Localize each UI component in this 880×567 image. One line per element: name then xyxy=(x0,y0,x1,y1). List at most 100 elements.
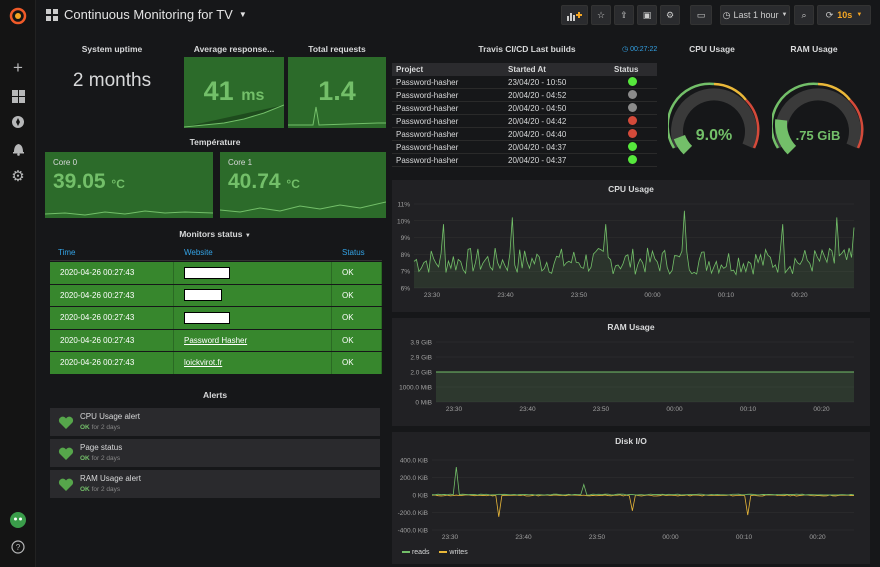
refresh-button[interactable]: ⟳ 10s ▼ xyxy=(817,5,871,25)
status-dot-icon xyxy=(628,102,637,112)
help-icon[interactable]: ? xyxy=(8,537,28,557)
refresh-interval: 10s xyxy=(837,10,853,20)
cell-website[interactable] xyxy=(174,284,332,306)
alert-state-ok: OK xyxy=(80,455,90,462)
table-row: Password-hasher 20/04/20 - 04:37 xyxy=(392,154,657,167)
table-row: Password-hasher 23/04/20 - 10:50 xyxy=(392,76,657,89)
alerting-bell-icon[interactable] xyxy=(8,139,28,159)
response-unit: ms xyxy=(241,87,265,104)
sidebar: + ⚙ ? xyxy=(0,0,36,567)
cell-time: 2020-04-26 00:27:43 xyxy=(50,307,174,329)
chevron-down-icon: ▼ xyxy=(244,233,251,239)
cell-website[interactable] xyxy=(174,307,332,329)
y-tick-label: 400.0 KiB xyxy=(400,458,428,465)
star-button[interactable]: ☆ xyxy=(591,5,611,25)
disk-chart: 400.0 KiB 200.0 KiB 0 KiB -200.0 KiB -400.0 … xyxy=(398,458,855,541)
share-button[interactable]: ⇪ xyxy=(614,5,634,25)
alert-state-ok: OK xyxy=(80,486,90,493)
add-panel-button[interactable] xyxy=(561,5,588,25)
zoom-out-button[interactable]: ⌕ xyxy=(794,5,814,25)
star-icon: ☆ xyxy=(596,9,606,20)
y-tick-label: 0 MiB xyxy=(415,400,432,407)
top-navbar: Continuous Monitoring for TV ▼ ☆ ⇪ ▣ ⚙ ▭… xyxy=(36,0,880,30)
configuration-gear-icon[interactable]: ⚙ xyxy=(11,168,25,185)
cpu-gauge-value: 9.0% xyxy=(696,127,732,144)
grafana-logo-icon[interactable] xyxy=(8,6,28,26)
redacted-box xyxy=(184,311,230,324)
redacted-box xyxy=(184,289,222,302)
cell-time: 2020-04-26 00:27:43 xyxy=(50,329,174,351)
header-time[interactable]: Time xyxy=(58,248,76,257)
panel-title: Average response... xyxy=(193,44,275,54)
heart-icon xyxy=(58,478,74,491)
cell-status xyxy=(610,76,657,88)
core0-number: 39.05 xyxy=(53,170,106,193)
x-tick-label: 23:30 xyxy=(442,534,459,541)
header-status: Status xyxy=(614,65,639,74)
cell-website[interactable] xyxy=(174,262,332,284)
monitors-header: Time Website Status xyxy=(50,248,382,261)
y-tick-label: 200.0 KiB xyxy=(400,475,428,482)
uptime-value: 2 months xyxy=(72,70,152,91)
x-tick-label: 00:10 xyxy=(740,406,757,413)
core0-panel: Core 0 39.05 °C xyxy=(45,152,213,218)
disk-legend: reads writes xyxy=(402,549,468,556)
y-tick-label: 11% xyxy=(397,202,410,209)
y-tick-label: 6% xyxy=(401,286,411,293)
table-row: Password-hasher 20/04/20 - 04:50 xyxy=(392,102,657,115)
monitors-title-text: Monitors status xyxy=(179,229,243,239)
dashboard-title[interactable]: Continuous Monitoring for TV ▼ xyxy=(46,7,247,22)
legend-writes-swatch xyxy=(439,551,448,554)
header-status[interactable]: Status xyxy=(342,248,365,257)
x-tick-label: 23:40 xyxy=(515,534,532,541)
monitors-title[interactable]: Monitors status ▼ xyxy=(44,229,386,239)
dashboard-grid-icon xyxy=(46,8,58,21)
time-picker-button[interactable]: ◷ Last 1 hour ▼ xyxy=(720,5,790,25)
response-sparkline xyxy=(184,104,284,128)
cell-website[interactable]: Password Hasher xyxy=(174,329,332,351)
cpu-gauge-title: CPU Usage xyxy=(689,44,735,54)
y-tick-label: 9% xyxy=(401,235,411,242)
y-tick-label: 10% xyxy=(397,218,410,225)
y-tick-label: 7% xyxy=(401,269,411,276)
cpu-graph-panel: CPU Usage 11% 10% 9% 8% 7% 6% 23:30 23:40 23:50 0… xyxy=(392,180,870,312)
alert-item[interactable]: Page status OK for 2 days xyxy=(50,439,380,467)
x-tick-label: 00:00 xyxy=(666,406,683,413)
refresh-icon: ⟳ xyxy=(825,9,834,20)
alert-item[interactable]: RAM Usage alert OK for 2 days xyxy=(50,470,380,498)
ram-gauge-threshold-green xyxy=(772,82,819,149)
cell-time: 2020-04-26 00:27:43 xyxy=(50,284,174,306)
cpu-gauge-threshold-yellow xyxy=(713,82,747,101)
explore-compass-icon[interactable] xyxy=(8,112,28,132)
status-dot-icon xyxy=(628,154,637,164)
table-row: Password-hasher 20/04/20 - 04:37 xyxy=(392,141,657,154)
cpu-chart: 11% 10% 9% 8% 7% 6% 23:30 23:40 23:50 00:00 00:10 0… xyxy=(397,202,855,299)
requests-value: 1.4 xyxy=(318,76,356,106)
tv-mode-button[interactable]: ▭ xyxy=(690,5,712,25)
response-number: 41 xyxy=(203,76,234,106)
heart-icon xyxy=(58,416,74,429)
alerts-list: CPU Usage alert OK for 2 days Page status O… xyxy=(50,408,380,501)
header-website[interactable]: Website xyxy=(184,248,213,257)
table-row: 2020-04-26 00:27:43 loickvirot.fr OK xyxy=(50,352,382,374)
legend-reads[interactable]: reads xyxy=(402,549,429,556)
x-tick-label: 00:20 xyxy=(791,292,808,299)
dashboards-icon[interactable] xyxy=(8,86,28,106)
cpu-gauge: 9.0% xyxy=(668,82,760,155)
alert-state: OK for 2 days xyxy=(80,424,120,431)
alert-item[interactable]: CPU Usage alert OK for 2 days xyxy=(50,408,380,436)
alert-state: OK for 2 days xyxy=(80,455,120,462)
create-plus-icon[interactable]: + xyxy=(13,58,23,77)
cpu-gauge-track xyxy=(671,88,757,149)
legend-writes[interactable]: writes xyxy=(439,549,468,556)
x-tick-label: 00:10 xyxy=(736,534,753,541)
user-avatar-icon[interactable] xyxy=(8,510,28,530)
settings-button[interactable]: ⚙ xyxy=(660,5,680,25)
panel-title: Disk I/O xyxy=(615,436,647,446)
save-button[interactable]: ▣ xyxy=(637,5,657,25)
disk-graph-panel: Disk I/O 400.0 KiB 200.0 KiB 0 KiB -200.0 K… xyxy=(392,432,870,564)
search-zoom-icon: ⌕ xyxy=(801,9,807,20)
cell-website[interactable]: loickvirot.fr xyxy=(174,352,332,374)
panel-title: RAM Usage xyxy=(607,322,655,332)
cell-status: OK xyxy=(332,262,382,284)
